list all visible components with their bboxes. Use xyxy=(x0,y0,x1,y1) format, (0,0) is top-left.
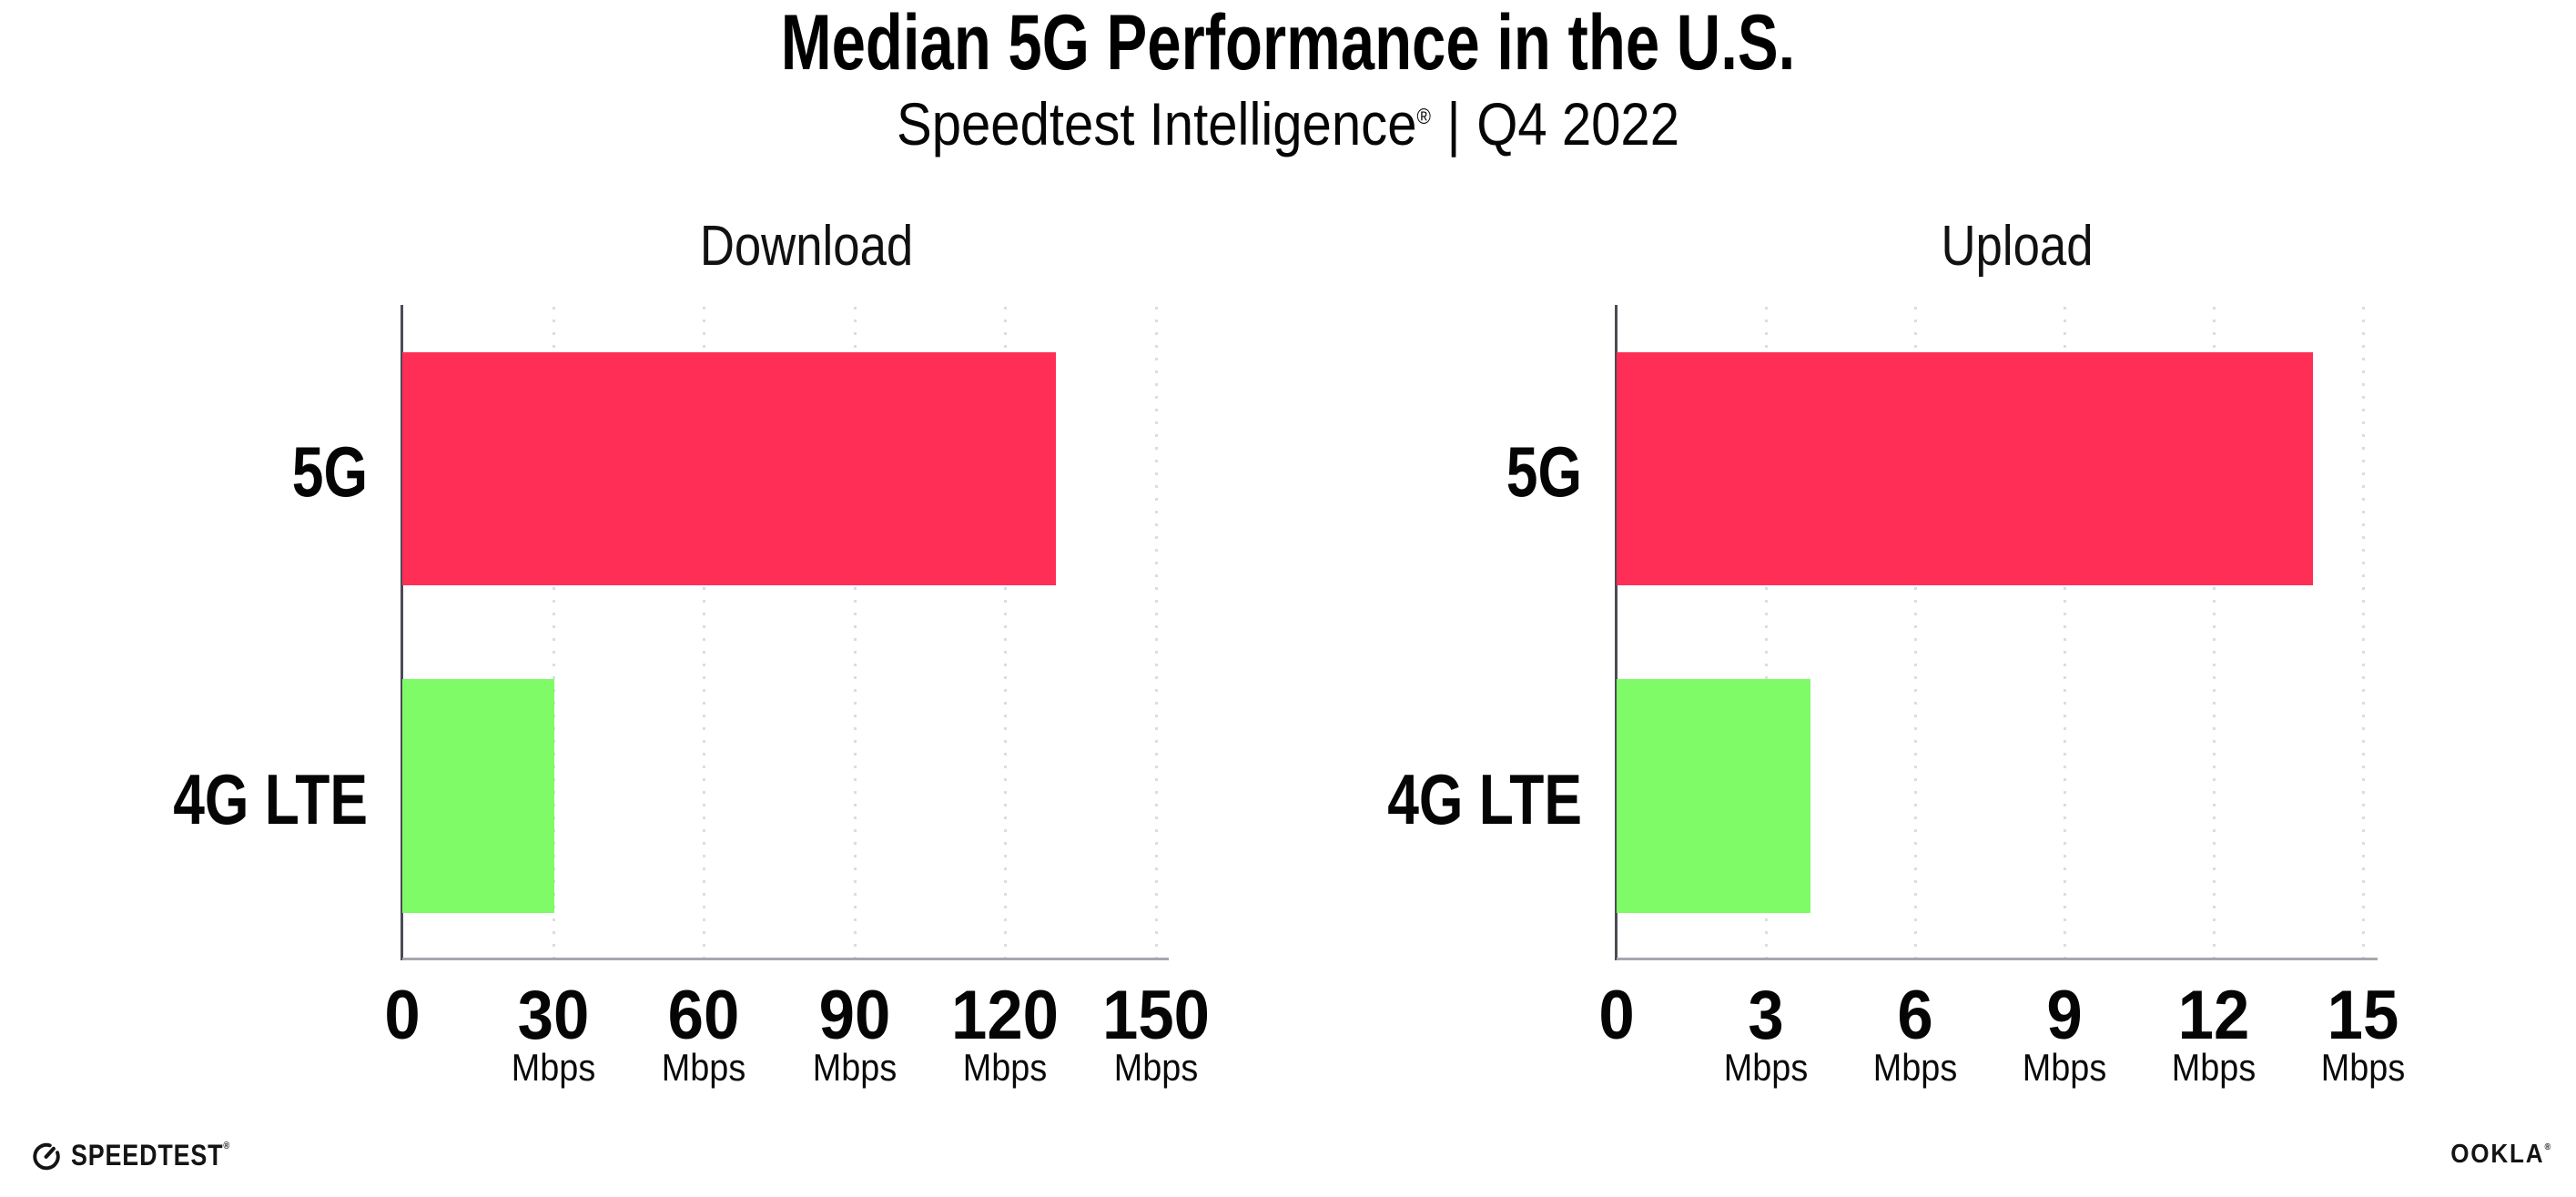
download-y-axis-line xyxy=(401,305,403,960)
gridline-12-mbps xyxy=(2213,307,2216,969)
gridline-6-mbps xyxy=(1914,307,1917,969)
gridline-120-mbps xyxy=(1004,307,1008,969)
gridline-9-mbps xyxy=(2064,307,2066,969)
x-tick-download-150: 150 xyxy=(1102,977,1210,1054)
x-tick-upload-12: 12 xyxy=(2177,977,2250,1054)
subtitle-separator: | xyxy=(1446,90,1461,157)
x-tick-unit-upload-15: Mbps xyxy=(2320,1046,2406,1089)
upload-x-axis-line xyxy=(1617,958,2378,960)
x-tick-download-0: 0 xyxy=(384,977,421,1054)
upload-chart-title: Upload xyxy=(1941,215,2094,278)
x-tick-unit-download-60: Mbps xyxy=(661,1046,746,1089)
ookla-wordmark-text: OOKLA xyxy=(2450,1140,2545,1169)
gridline-150-mbps xyxy=(1155,307,1158,969)
x-tick-upload-0: 0 xyxy=(1598,977,1635,1054)
x-tick-download-90: 90 xyxy=(818,977,891,1054)
x-tick-download-120: 120 xyxy=(951,977,1060,1054)
gridline-90-mbps xyxy=(853,307,857,969)
bar-download-4g-lte xyxy=(402,679,555,913)
x-tick-upload-6: 6 xyxy=(1897,977,1933,1054)
x-tick-unit-download-90: Mbps xyxy=(812,1046,898,1089)
speedtest-gauge-icon xyxy=(33,1142,60,1171)
upload-y-axis-line xyxy=(1615,305,1618,960)
speedtest-wordmark-text: SPEEDTEST xyxy=(71,1139,224,1172)
x-tick-unit-download-30: Mbps xyxy=(511,1046,595,1089)
x-tick-unit-upload-12: Mbps xyxy=(2171,1046,2257,1089)
x-tick-unit-upload-6: Mbps xyxy=(1872,1046,1958,1089)
bar-download-5g xyxy=(402,352,1056,585)
x-tick-unit-download-150: Mbps xyxy=(1113,1046,1199,1089)
gridline-15-mbps xyxy=(2362,307,2365,969)
x-tick-download-60: 60 xyxy=(667,977,740,1054)
gridline-3-mbps xyxy=(1765,307,1768,969)
ookla-registered-mark: ® xyxy=(2544,1142,2551,1152)
x-tick-upload-3: 3 xyxy=(1748,977,1784,1054)
subtitle-period: Q4 2022 xyxy=(1476,90,1680,157)
bar-upload-4g-lte xyxy=(1617,679,1811,913)
upload-plot-area xyxy=(1615,305,2365,969)
category-label-upload-5g: 5G xyxy=(1506,431,1582,512)
download-plot-area xyxy=(401,305,1158,969)
x-tick-upload-15: 15 xyxy=(2327,977,2399,1054)
bar-upload-5g xyxy=(1617,352,2314,585)
x-tick-unit-upload-3: Mbps xyxy=(1723,1046,1809,1089)
page-subtitle: Speedtest Intelligence® | Q4 2022 xyxy=(155,90,2421,157)
x-tick-unit-upload-9: Mbps xyxy=(2022,1046,2107,1089)
gridline-30-mbps xyxy=(552,307,555,969)
speedtest-wordmark: SPEEDTEST® xyxy=(71,1141,229,1170)
registered-mark: ® xyxy=(1416,105,1431,129)
category-label-download-5g: 5G xyxy=(291,431,368,512)
page-title: Median 5G Performance in the U.S. xyxy=(780,0,1796,86)
speedtest-registered-mark: ® xyxy=(223,1141,230,1151)
category-label-download-4g-lte: 4G LTE xyxy=(173,759,368,839)
download-x-axis-line xyxy=(402,958,1169,960)
speedtest-logo: SPEEDTEST® xyxy=(30,1138,259,1172)
ookla-logo: OOKLA® xyxy=(2450,1141,2551,1168)
x-tick-unit-download-120: Mbps xyxy=(963,1046,1048,1089)
subtitle-product: Speedtest Intelligence xyxy=(896,90,1417,157)
category-label-upload-4g-lte: 4G LTE xyxy=(1387,759,1582,839)
gridline-60-mbps xyxy=(703,307,706,969)
x-tick-download-30: 30 xyxy=(517,977,589,1054)
x-tick-upload-9: 9 xyxy=(2046,977,2083,1054)
download-chart-title: Download xyxy=(699,215,914,278)
